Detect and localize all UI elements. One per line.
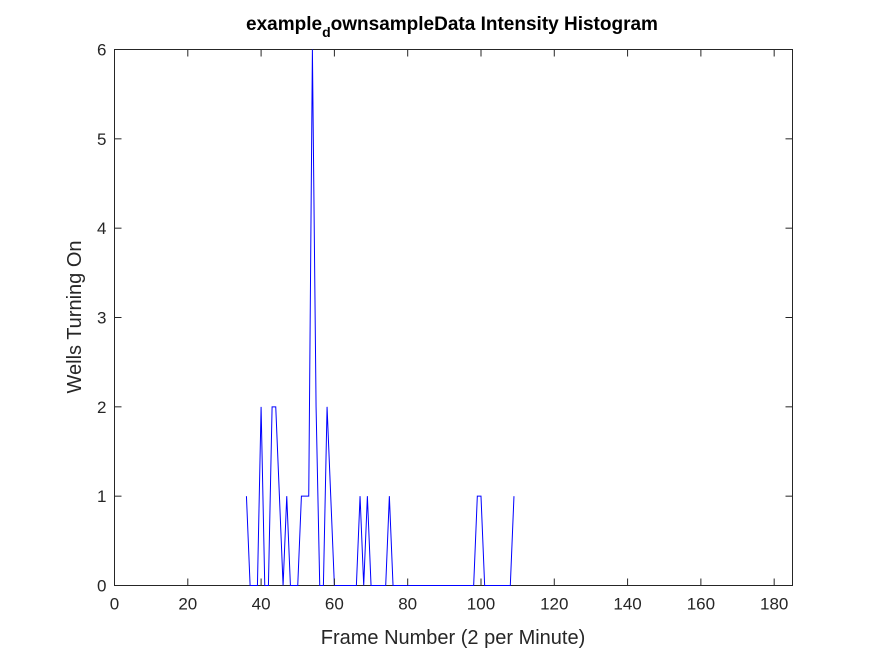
- y-tick-label: 4: [97, 219, 106, 238]
- y-tick-labels: 0 1 2 3 4 5 6: [97, 41, 106, 596]
- x-axis-label: Frame Number (2 per Minute): [321, 627, 586, 649]
- y-tick-label: 2: [97, 398, 106, 417]
- chart-title-prefix: example: [246, 14, 322, 35]
- x-tick-label: 40: [252, 595, 271, 614]
- x-tick-labels: 0 20 40 60 80 100 120 140 160 180: [110, 595, 789, 614]
- y-tick-label: 1: [97, 487, 106, 506]
- chart-title: exampledownsampleData Intensity Histogra…: [246, 14, 658, 40]
- chart-title-subscript: d: [322, 24, 331, 40]
- plot-area: [114, 49, 793, 586]
- x-tick-label: 160: [687, 595, 715, 614]
- x-tick-label: 80: [398, 595, 417, 614]
- y-axis-label: Wells Turning On: [64, 240, 86, 393]
- x-tick-label: 20: [178, 595, 197, 614]
- chart-title-suffix: ownsampleData Intensity Histogram: [331, 14, 658, 35]
- x-tick-label: 0: [110, 595, 119, 614]
- x-tick-label: 120: [540, 595, 568, 614]
- y-tick-label: 6: [97, 41, 106, 60]
- x-tick-label: 180: [760, 595, 788, 614]
- plot-frame: [114, 49, 793, 586]
- y-tick-label: 3: [97, 309, 106, 328]
- x-tick-label: 60: [325, 595, 344, 614]
- y-tick-label: 5: [97, 130, 106, 149]
- tick-marks: [114, 49, 793, 586]
- x-tick-label: 140: [613, 595, 641, 614]
- series-line: [245, 49, 515, 586]
- y-tick-label: 0: [97, 577, 106, 596]
- x-tick-label: 100: [467, 595, 495, 614]
- series-layer: [245, 49, 515, 586]
